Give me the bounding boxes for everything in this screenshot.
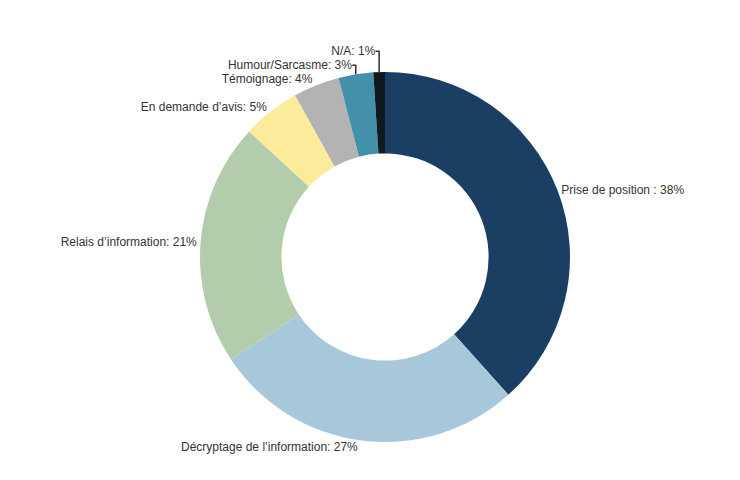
svg-text:Relais d’information: 21%: Relais d’information: 21% — [61, 235, 197, 249]
svg-text:Prise de position : 38%: Prise de position : 38% — [561, 183, 684, 197]
svg-text:En demande d’avis: 5%: En demande d’avis: 5% — [141, 100, 267, 114]
svg-text:N/A: 1%: N/A: 1% — [331, 44, 375, 58]
svg-text:Témoignage: 4%: Témoignage: 4% — [222, 72, 313, 86]
svg-text:Décryptage de l’information: 2: Décryptage de l’information: 27% — [181, 440, 358, 454]
svg-text:Humour/Sarcasme: 3%: Humour/Sarcasme: 3% — [228, 58, 352, 72]
